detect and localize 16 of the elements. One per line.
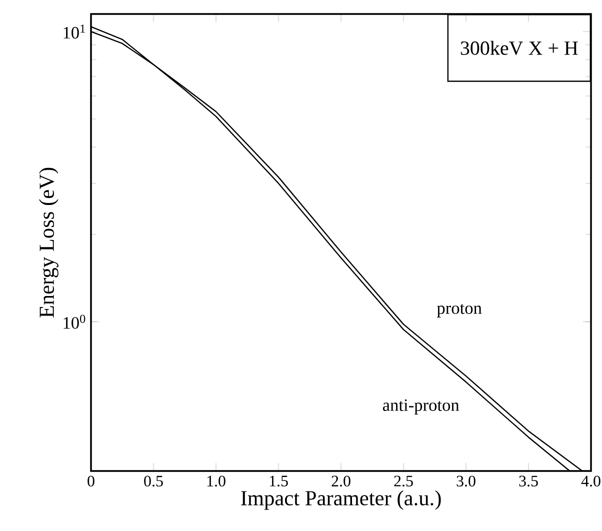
x-tick-label: 2.5: [394, 476, 413, 487]
x-tick-label: 4.0: [581, 476, 600, 487]
x-tick-label: 1.0: [207, 476, 226, 487]
series-label: anti-proton: [382, 399, 460, 414]
x-axis-title: Impact Parameter (a.u.): [241, 490, 441, 510]
annotation: 300keV X + H: [460, 40, 578, 56]
x-tick-label: 0: [88, 476, 94, 486]
y-tick-label: 10$^{1}$: [64, 24, 85, 39]
x-tick-label: 3.5: [519, 476, 538, 487]
y-tick-label: 10$^{0}$: [64, 314, 86, 329]
y-axis-title: Energy Loss (eV): [38, 168, 58, 318]
x-tick-label: 2.0: [332, 476, 350, 487]
series-label: proton: [436, 304, 482, 318]
x-tick-label: 1.5: [270, 476, 288, 487]
x-tick-label: 0.5: [144, 476, 163, 487]
x-tick-label: 3.0: [456, 476, 476, 487]
